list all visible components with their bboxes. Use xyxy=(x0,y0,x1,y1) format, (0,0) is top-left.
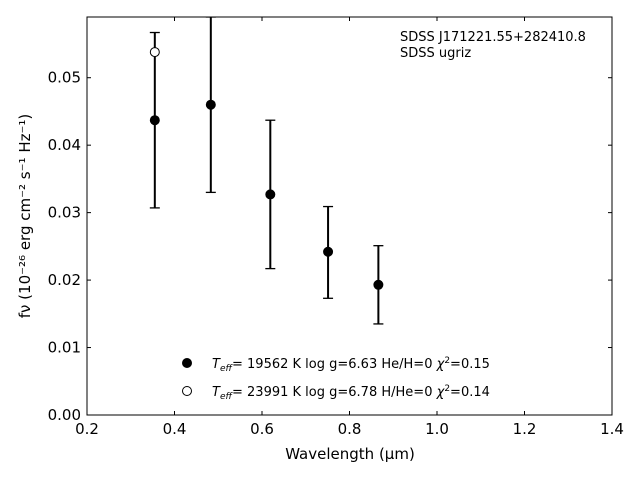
legend-entry-2: Teff= 23991 K log g=6.78 H/He=0 χ2=0.14 xyxy=(212,384,490,402)
x-tick-label: 1.2 xyxy=(513,420,537,438)
x-tick-label: 0.2 xyxy=(75,420,99,438)
data-point-filled xyxy=(205,99,216,110)
x-tick-label: 0.8 xyxy=(338,420,362,438)
annotation-line-1: SDSS J171221.55+282410.8 xyxy=(400,30,586,45)
y-tick-label: 0.02 xyxy=(48,271,81,289)
annotation: SDSS J171221.55+282410.8 SDSS ugriz xyxy=(400,30,586,61)
x-tick-label: 0.6 xyxy=(250,420,274,438)
plot-frame xyxy=(86,16,613,416)
legend: Teff= 19562 K log g=6.63 He/H=0 χ2=0.15 … xyxy=(182,356,490,402)
y-tick-label: 0.00 xyxy=(48,406,81,424)
y-axis-label: fν (10⁻²⁶ erg cm⁻² s⁻¹ Hz⁻¹) xyxy=(16,114,34,319)
y-tick-label: 0.01 xyxy=(48,339,81,357)
y-tick-label: 0.04 xyxy=(48,136,81,154)
data-point-filled xyxy=(149,115,160,126)
plot-area: 0.2 0.4 0.6 0.8 1.0 1.2 1.4 0.00 0.01 0.02 0.03 0.0… xyxy=(48,16,624,438)
legend-marker-filled xyxy=(182,358,192,368)
data-point-filled xyxy=(265,189,276,200)
x-tick-label: 0.4 xyxy=(163,420,187,438)
annotation-line-2: SDSS ugriz xyxy=(400,46,471,61)
y-tick-label: 0.03 xyxy=(48,204,81,222)
data-point-filled xyxy=(373,279,384,290)
data-point-filled xyxy=(323,246,334,257)
legend-entry-1: Teff= 19562 K log g=6.63 He/H=0 χ2=0.15 xyxy=(212,356,490,374)
x-tick-label: 1.0 xyxy=(425,420,449,438)
x-tick-label: 1.4 xyxy=(600,420,624,438)
y-tick-label: 0.05 xyxy=(48,69,81,87)
data-point-open xyxy=(149,47,160,58)
x-axis-label: Wavelength (μm) xyxy=(285,445,415,463)
legend-marker-open xyxy=(182,386,192,396)
